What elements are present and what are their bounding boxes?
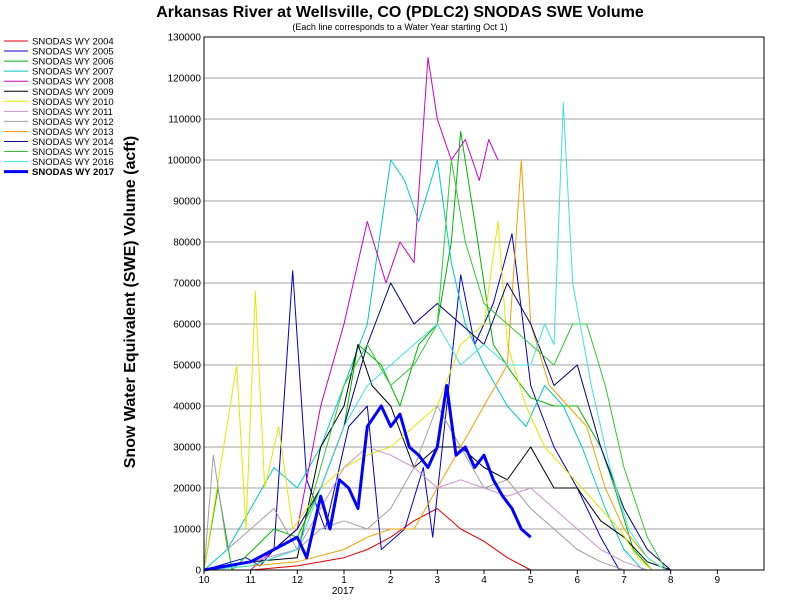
x-tick-label: 3 xyxy=(435,575,441,586)
series-line-snodas-wy-2014 xyxy=(203,282,672,571)
legend-label: SNODAS WY 2017 xyxy=(32,167,114,178)
y-tick-label: 60000 xyxy=(173,320,201,331)
legend-label: SNODAS WY 2014 xyxy=(32,137,114,148)
legend-label: SNODAS WY 2012 xyxy=(32,117,114,128)
legend-label: SNODAS WY 2016 xyxy=(32,157,114,168)
chart-subtitle: (Each line corresponds to a Water Year s… xyxy=(292,22,507,32)
x-tick-label: 9 xyxy=(715,575,721,586)
x-tick-label: 1 xyxy=(341,575,347,586)
y-axis-label: Snow Water Equivalent (SWE) Volume (acft… xyxy=(122,136,139,468)
series-layer xyxy=(203,57,672,572)
series-line-snodas-wy-2009 xyxy=(203,344,671,571)
legend-label: SNODAS WY 2015 xyxy=(32,147,114,158)
series-line-snodas-wy-2010 xyxy=(203,221,653,571)
x-tick-label: 6 xyxy=(575,575,581,586)
legend-label: SNODAS WY 2013 xyxy=(32,127,114,138)
y-tick-label: 110000 xyxy=(168,115,201,126)
series-line-snodas-wy-2005 xyxy=(203,233,620,571)
legend-label: SNODAS WY 2005 xyxy=(32,47,114,58)
x-tick-label: 4 xyxy=(481,575,487,586)
legend-label: SNODAS WY 2006 xyxy=(32,57,114,68)
legend-label: SNODAS WY 2007 xyxy=(32,67,114,78)
y-tick-label: 0 xyxy=(195,566,201,577)
x-tick-label: 8 xyxy=(668,575,674,586)
x-tick-label: 10 xyxy=(198,575,210,586)
y-tick-label: 120000 xyxy=(168,74,202,85)
x-axis-ticks: 10 11 12 1 2 3 4 5 6 7 8 9 xyxy=(198,570,721,586)
chart-title: Arkansas River at Wellsville, CO (PDLC2)… xyxy=(156,4,644,21)
plot-frame xyxy=(203,36,765,571)
y-tick-label: 90000 xyxy=(173,197,201,208)
x-tick-label: 11 xyxy=(245,575,256,586)
x-tick-label: 12 xyxy=(292,575,304,586)
series-line-snodas-wy-2011 xyxy=(203,446,648,571)
legend-label: SNODAS WY 2011 xyxy=(32,107,113,118)
legend-label: SNODAS WY 2009 xyxy=(32,87,114,98)
y-tick-label: 50000 xyxy=(173,361,201,372)
y-tick-label: 30000 xyxy=(173,443,201,454)
y-tick-label: 80000 xyxy=(173,238,201,249)
y-tick-label: 70000 xyxy=(173,279,201,290)
y-axis-ticks: 0 10000 20000 30000 40000 50000 60000 70000 8000… xyxy=(168,33,202,577)
legend-label: SNODAS WY 2004 xyxy=(32,37,114,48)
x-year-label: 2017 xyxy=(332,586,355,597)
series-line-snodas-wy-2008 xyxy=(204,57,499,571)
y-tick-label: 40000 xyxy=(173,402,201,413)
series-line-snodas-wy-2016 xyxy=(203,102,667,571)
x-tick-label: 5 xyxy=(528,575,534,586)
y-tick-label: 100000 xyxy=(168,156,202,167)
x-tick-label: 2 xyxy=(388,575,394,586)
x-tick-label: 7 xyxy=(621,575,627,586)
series-line-snodas-wy-2015 xyxy=(203,159,667,571)
legend-label: SNODAS WY 2010 xyxy=(32,97,114,108)
series-line-snodas-wy-2006 xyxy=(203,130,653,571)
y-tick-label: 130000 xyxy=(168,33,202,44)
y-tick-label: 10000 xyxy=(173,525,201,536)
series-line-snodas-wy-2013 xyxy=(203,159,667,571)
series-line-snodas-wy-2007 xyxy=(203,159,644,571)
y-tick-label: 20000 xyxy=(173,484,201,495)
legend-label: SNODAS WY 2008 xyxy=(32,77,114,88)
series-line-snodas-wy-2017 xyxy=(203,384,532,572)
series-line-snodas-wy-2012 xyxy=(203,405,625,571)
